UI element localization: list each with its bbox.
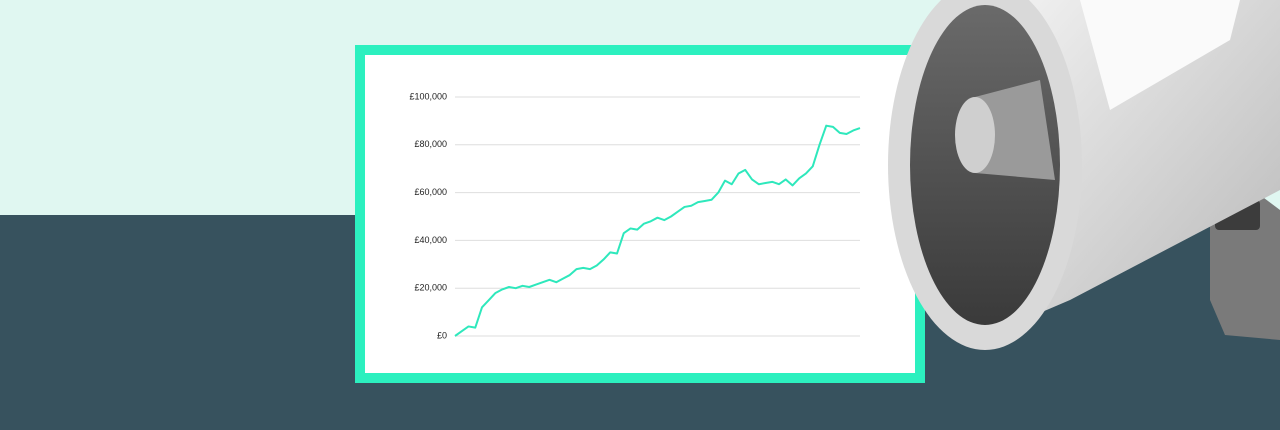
megaphone [888,0,1280,350]
y-tick-label: £20,000 [414,283,447,293]
y-tick-label: £100,000 [409,91,447,101]
y-tick-label: £0 [437,330,447,340]
megaphone-handle [1210,195,1280,340]
megaphone-driver-cap [955,97,995,173]
megaphone-driver [975,80,1055,180]
y-tick-label: £60,000 [414,187,447,197]
line [454,124,861,337]
y-tick-label: £40,000 [414,235,447,245]
megaphone-shine [1080,0,1240,110]
plot: £0 £20,000 £40,000 £60,000 £80,000 £100,000 [409,91,861,340]
chart-frame [355,45,925,383]
y-tick-label: £80,000 [414,139,447,149]
